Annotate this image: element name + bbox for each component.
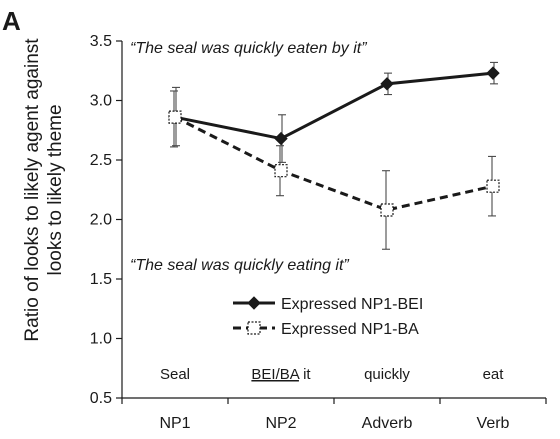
region-word-text: quickly (364, 366, 410, 383)
top-quote: “The seal was quickly eaten by it” (130, 40, 367, 57)
data-point (168, 110, 182, 124)
y-tick-label: 2.5 (90, 152, 112, 169)
legend-marker (247, 321, 261, 335)
region-word-text: it (299, 366, 312, 383)
data-point (380, 77, 394, 91)
y-tick-label: 0.5 (90, 390, 112, 407)
x-tick-label: Verb (477, 415, 510, 432)
y-tick-label: 3.5 (90, 33, 112, 50)
y-tick-label: 2.0 (90, 212, 112, 229)
y-tick-label: 1.5 (90, 271, 112, 288)
region-word-text: eat (483, 366, 505, 383)
legend-label: Expressed NP1-BA (281, 321, 419, 338)
region-words: Seal BEI/BA it quickly eat (160, 366, 504, 383)
x-tick-label: Adverb (362, 415, 413, 432)
series-line-1 (174, 71, 494, 141)
region-word-text: Seal (160, 366, 190, 383)
region-word: eat (483, 366, 505, 383)
x-tick-label: NP1 (159, 415, 190, 432)
bottom-quote: “The seal was quickly eating it” (130, 257, 349, 274)
series-markers (168, 66, 500, 217)
panel-letter: A (2, 6, 21, 36)
y-tick-label: 3.0 (90, 93, 112, 110)
region-word-underlined: BEI/BA (251, 366, 299, 383)
data-point (380, 203, 394, 217)
data-point (274, 164, 288, 178)
region-word: quickly (364, 366, 410, 383)
legend-label: Expressed NP1-BEI (281, 296, 423, 313)
series-line-2 (174, 115, 494, 212)
y-axis-title-line-1: Ratio of looks to likely agent against (22, 38, 43, 342)
data-point (486, 66, 500, 80)
x-tick-label: NP2 (265, 415, 296, 432)
y-axis-title: Ratio of looks to likely agent against l… (22, 38, 66, 342)
data-point (274, 131, 288, 146)
region-word: Seal (160, 366, 190, 383)
legend-marker (247, 296, 261, 310)
region-word: BEI/BA it (251, 366, 311, 383)
axes: 0.5 1.0 1.5 2.0 2.5 3.0 3.5 NP1 NP2 Adverb Verb (90, 33, 547, 432)
y-tick-label: 1.0 (90, 331, 112, 348)
series-lines (174, 71, 494, 212)
error-bars (170, 61, 498, 250)
y-axis-title-line-2: looks to likely theme (45, 104, 66, 275)
legend: Expressed NP1-BEI Expressed NP1-BA (233, 296, 423, 338)
data-point (486, 179, 500, 193)
